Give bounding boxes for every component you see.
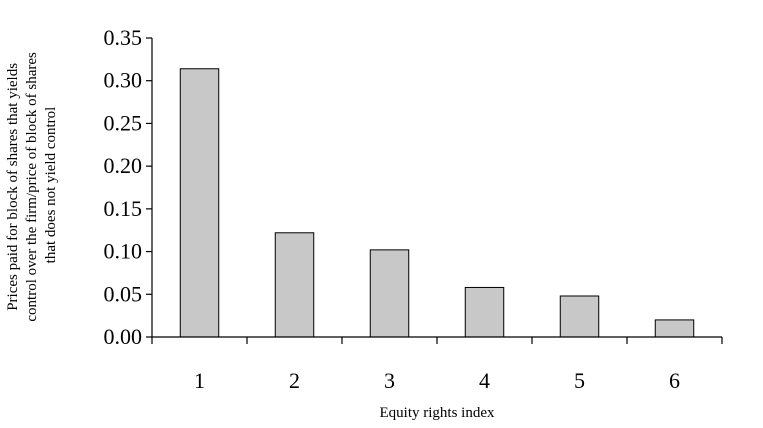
x-ticks: 1 2 3 4 5 6 [151,337,723,393]
y-axis-title-line-3: that does not yield control [43,107,59,264]
y-ticks: 0.00 0.05 0.10 0.15 0.20 0.25 0.30 0.35 [104,25,152,349]
y-axis-title-line-1: Prices paid for block of shares that yie… [5,63,21,311]
bar-2 [274,232,315,338]
bar-5 [559,295,600,338]
y-axis-title-line-2: control over the firm/price of block of … [24,52,40,322]
x-tick-label: 5 [574,368,585,393]
y-tick-label: 0.05 [104,281,143,306]
y-tick-label: 0.25 [104,110,143,135]
x-axis-title: Equity rights index [380,405,495,421]
x-tick-label: 3 [384,368,395,393]
y-tick-label: 0.15 [104,196,143,221]
x-tick-label: 4 [479,368,490,393]
axes-layer [151,38,722,338]
bar-4 [464,286,505,338]
bar-1 [179,68,220,338]
bar-6 [654,319,695,338]
y-tick-label: 0.20 [104,153,143,178]
bars-layer [179,68,695,338]
y-tick-label: 0.00 [104,324,143,349]
bar-3 [369,249,410,338]
y-tick-label: 0.30 [104,68,143,93]
y-tick-label: 0.35 [104,25,143,50]
x-tick-label: 2 [289,368,300,393]
x-tick-label: 1 [194,368,205,393]
y-axis-title: Prices paid for block of shares that yie… [5,48,59,321]
x-tick-label: 6 [669,368,680,393]
y-tick-label: 0.10 [104,239,143,264]
